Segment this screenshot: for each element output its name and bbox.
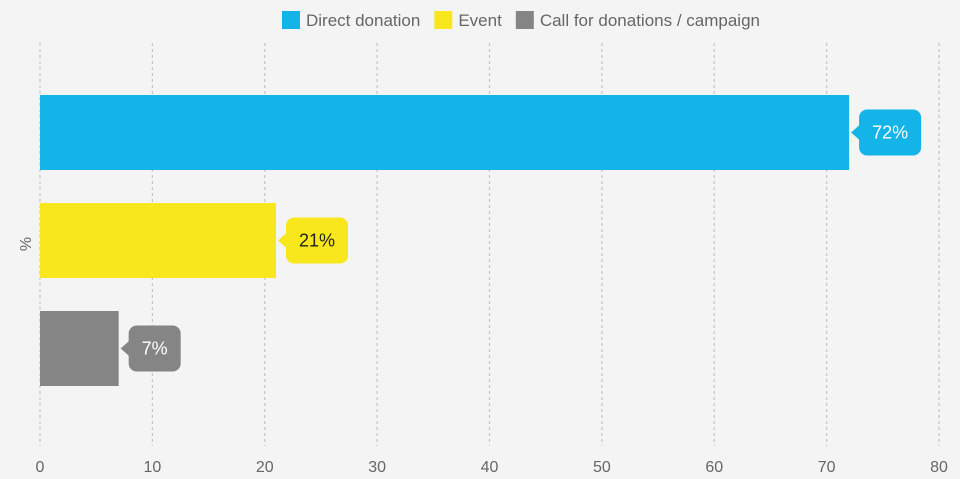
x-tick-label: 0: [36, 459, 45, 476]
data-label-box: [128, 325, 181, 372]
data-label-pointer: [120, 340, 130, 357]
legend-swatch: [515, 11, 534, 29]
bars: [40, 95, 850, 386]
legend-swatch: [281, 11, 300, 29]
data-label-text: 21%: [299, 231, 335, 251]
bar: [40, 311, 119, 386]
legend-label: Direct donation: [306, 11, 420, 30]
x-tick-label: 60: [705, 459, 723, 476]
y-axis-title: %: [18, 237, 35, 251]
legend-label: Event: [458, 11, 502, 30]
legend-label: Call for donations / campaign: [540, 11, 760, 30]
x-tick-label: 30: [368, 459, 386, 476]
legend-item[interactable]: Event: [434, 11, 502, 30]
bar: [40, 203, 276, 278]
data-label-box: [859, 109, 922, 156]
data-label-text: 7%: [142, 339, 168, 359]
x-tick-label: 70: [818, 459, 836, 476]
x-tick-label: 50: [593, 459, 611, 476]
x-axis-ticks: 0 10 20 30 40 50 60 70 80: [36, 459, 948, 476]
data-label: 72%: [851, 109, 922, 156]
data-label-text: 72%: [872, 123, 908, 143]
legend[interactable]: Direct donation Event Call for donations /…: [281, 11, 760, 30]
x-tick-label: 80: [930, 459, 948, 476]
x-tick-label: 40: [481, 459, 499, 476]
x-tick-label: 20: [256, 459, 274, 476]
legend-item[interactable]: Direct donation: [281, 11, 420, 30]
data-labels: 72% 21% 7%: [120, 109, 922, 372]
legend-item[interactable]: Call for donations / campaign: [515, 11, 760, 30]
legend-swatch: [434, 11, 453, 29]
data-label-box: [285, 217, 349, 264]
data-label: 7%: [120, 325, 181, 372]
data-label-pointer: [851, 124, 861, 141]
data-label: 21%: [277, 217, 349, 264]
x-tick-label: 10: [143, 459, 161, 476]
data-label-pointer: [277, 232, 287, 249]
bar: [40, 95, 850, 170]
